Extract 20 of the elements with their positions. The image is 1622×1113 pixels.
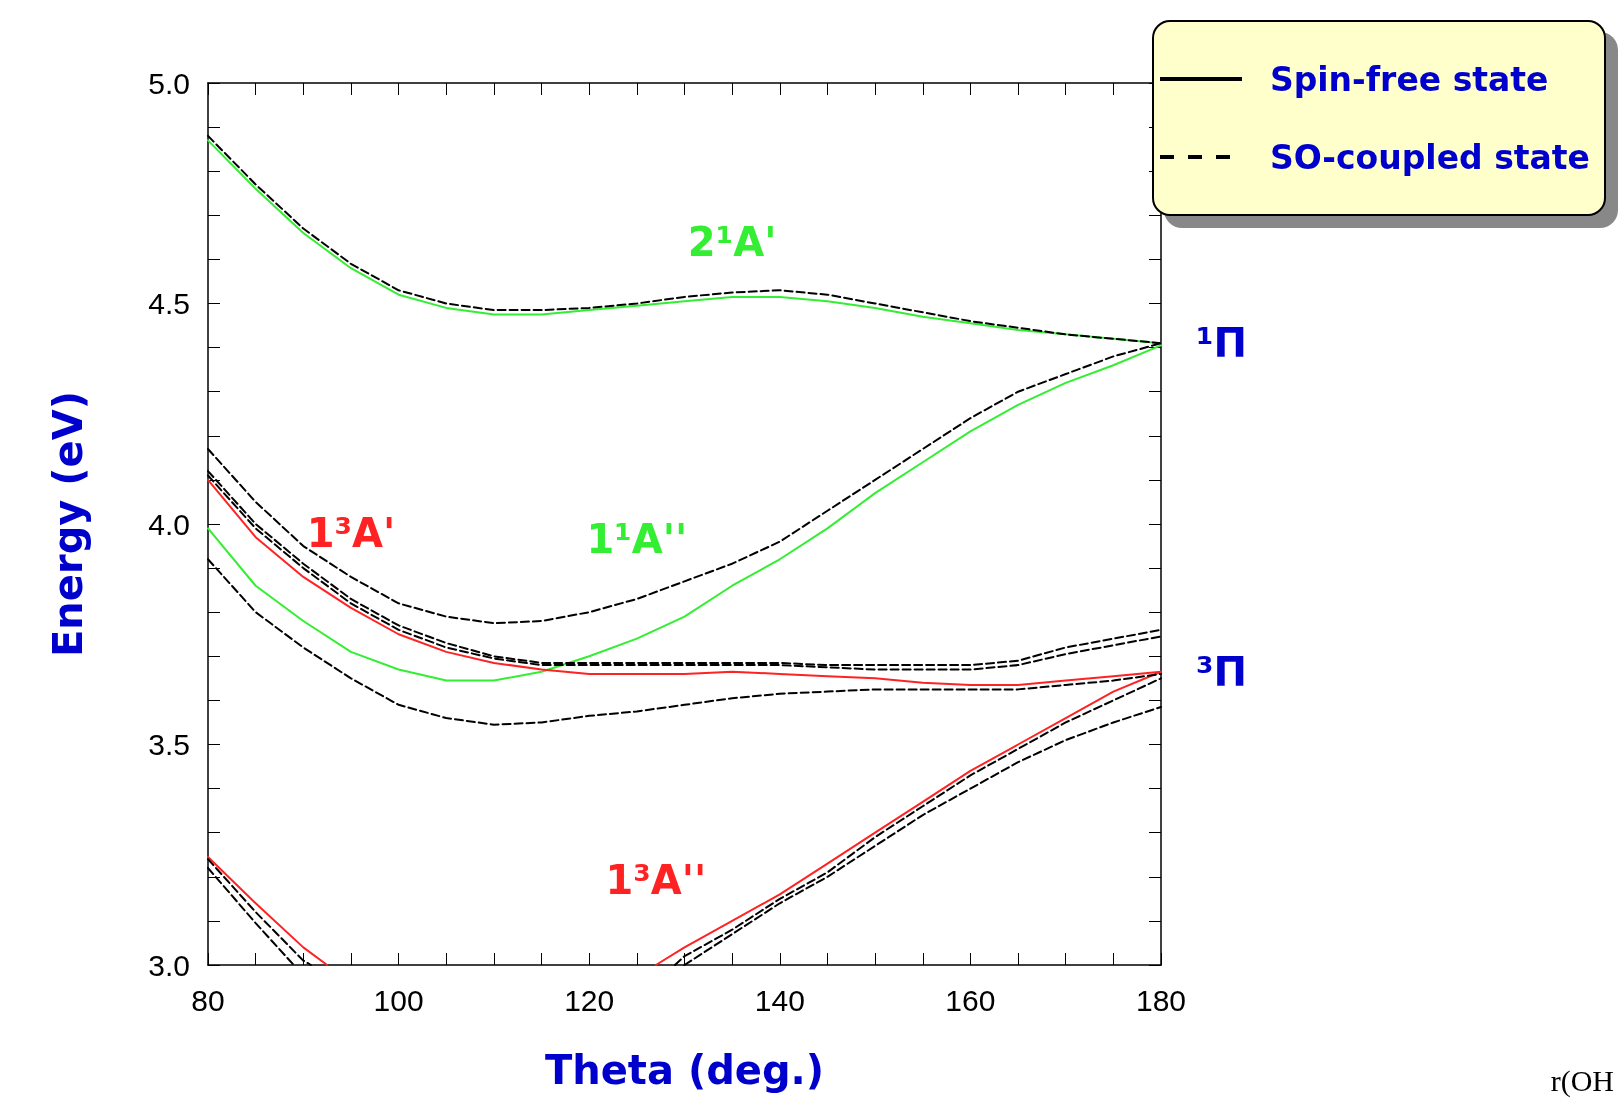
x-tick-label: 80: [191, 983, 225, 1017]
y-tick-label: 3.0: [148, 948, 190, 982]
y-tick-label: 3.5: [148, 728, 190, 761]
y-tick-label: 4.5: [148, 287, 190, 320]
series-label: 1¹A'': [586, 515, 688, 562]
x-tick-label: 160: [945, 983, 996, 1017]
annotation: ³Π: [1196, 648, 1247, 695]
x-tick-label: 140: [754, 983, 805, 1017]
annotation: ¹Π: [1196, 320, 1247, 367]
x-tick-label: 180: [1135, 983, 1187, 1017]
series-label: 1³A'': [605, 857, 707, 903]
y-tick-label: 5.0: [148, 66, 190, 100]
y-tick-label: 4.0: [148, 507, 190, 541]
x-tick-label: 100: [373, 983, 424, 1017]
x-tick-label: 120: [564, 983, 615, 1017]
text: r(OH: [1550, 1063, 1614, 1098]
series-label: 1³A': [306, 509, 396, 556]
series-label: 2¹A': [687, 218, 777, 265]
x-axis-title: Theta (deg.): [544, 1047, 825, 1093]
y-axis-title: Energy (eV): [45, 391, 91, 657]
